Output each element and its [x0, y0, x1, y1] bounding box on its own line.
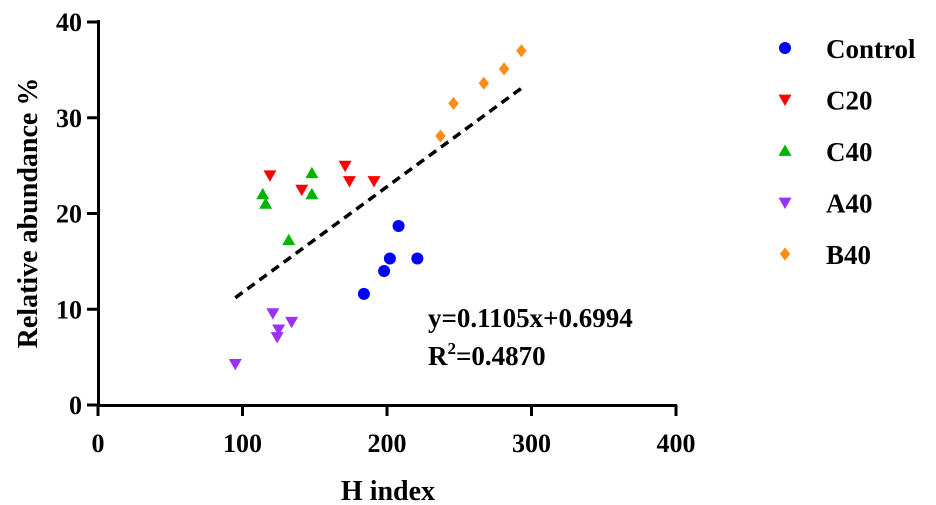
data-point-b40: [516, 44, 527, 58]
legend-marker-control: [779, 42, 791, 54]
y-tick-label: 10: [56, 295, 82, 324]
data-point-c40: [256, 187, 270, 200]
data-point-a40: [272, 324, 286, 336]
legend-label-b40: B40: [826, 240, 871, 270]
data-point-c40: [282, 233, 296, 246]
legend-label-control: Control: [826, 34, 916, 64]
r-squared-prefix: R: [428, 341, 448, 371]
data-point-control: [392, 219, 405, 232]
y-tick-label: 0: [69, 391, 82, 420]
y-tick-label: 20: [56, 200, 82, 229]
data-point-control: [383, 252, 396, 265]
legend: Control C20 C40 A40 B40: [778, 34, 916, 270]
data-point-c40: [259, 197, 273, 209]
axes: [97, 20, 677, 407]
data-point-b40: [435, 129, 446, 143]
trendline-group: [234, 86, 523, 300]
x-ticks: 0 100 200 300 400: [92, 405, 696, 458]
r-squared-superscript: 2: [448, 339, 457, 358]
r-squared-label: R2=0.4870: [428, 339, 546, 371]
data-point-c20: [338, 160, 352, 173]
data-points: [228, 44, 527, 371]
legend-label-c40: C40: [826, 137, 873, 167]
y-tick-label: 30: [56, 104, 82, 133]
data-point-control: [378, 264, 391, 277]
y-tick-label: 40: [56, 8, 82, 37]
data-point-c40: [305, 166, 319, 179]
r-squared-value: =0.4870: [456, 341, 546, 371]
data-point-c20: [342, 176, 356, 188]
data-point-control: [411, 252, 424, 265]
x-tick-label: 400: [657, 429, 696, 458]
x-axis-label: H index: [341, 476, 435, 505]
x-tick-label: 200: [368, 429, 407, 458]
regression-line: [234, 86, 523, 300]
data-point-c20: [263, 170, 277, 182]
legend-marker-c20: [778, 94, 792, 106]
data-point-a40: [228, 358, 242, 371]
legend-marker-a40: [778, 197, 792, 209]
x-tick-label: 100: [223, 429, 262, 458]
legend-label-c20: C20: [826, 86, 873, 116]
y-ticks: 0 10 20 30 40: [56, 8, 98, 420]
data-point-c20: [367, 176, 381, 188]
data-point-b40: [448, 96, 459, 110]
data-point-b40: [498, 62, 510, 76]
regression-equation: y=0.1105x+0.6994: [428, 303, 633, 333]
data-point-a40: [266, 308, 280, 320]
x-tick-label: 0: [92, 429, 105, 458]
legend-marker-b40: [779, 247, 791, 261]
data-point-a40: [285, 316, 299, 329]
y-axis-label: Relative abundance %: [13, 78, 44, 349]
data-point-control: [357, 287, 370, 300]
legend-marker-c40: [778, 144, 792, 156]
x-tick-label: 300: [512, 429, 551, 458]
legend-label-a40: A40: [826, 189, 873, 219]
data-point-a40: [270, 332, 284, 344]
data-point-c40: [305, 187, 319, 200]
data-point-c20: [295, 184, 309, 197]
regression-annotation: y=0.1105x+0.6994 R2=0.4870: [428, 303, 633, 371]
data-point-b40: [478, 76, 490, 90]
